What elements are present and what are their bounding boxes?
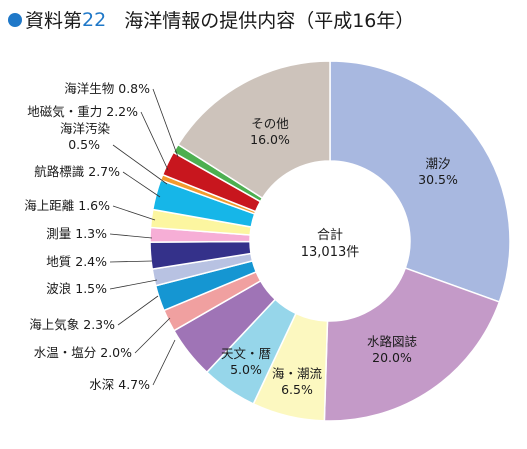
slice-label-9: 測量 1.3% bbox=[46, 226, 107, 241]
page-title: 資料第 22 海洋情報の提供内容（平成16年） bbox=[8, 6, 414, 33]
leader-line-10 bbox=[112, 205, 156, 221]
leader-line-8 bbox=[109, 260, 153, 263]
leader-line-5 bbox=[134, 317, 171, 354]
slice-name-2: 海・潮流 bbox=[272, 366, 323, 381]
slice-value-15: 16.0% bbox=[250, 132, 290, 147]
slice-name-0: 潮汐 bbox=[425, 156, 450, 171]
leader-line-14 bbox=[152, 88, 179, 158]
slice-label-7: 波浪 1.5% bbox=[46, 281, 107, 296]
title-bullet-icon bbox=[8, 12, 22, 27]
center-label: 合計 bbox=[317, 227, 343, 243]
slice-value-2: 6.5% bbox=[281, 382, 313, 397]
slice-name-1: 水路図誌 bbox=[367, 334, 418, 349]
slice-name-12: 海洋汚染 bbox=[60, 121, 111, 136]
slice-label-10: 海上距離 1.6% bbox=[24, 198, 110, 213]
leader-line-11 bbox=[122, 171, 161, 198]
slice-label-6: 海上気象 2.3% bbox=[29, 317, 115, 332]
leader-line-13 bbox=[140, 111, 169, 171]
slice-label-5: 水温・塩分 2.0% bbox=[34, 345, 132, 360]
slice-value-3: 5.0% bbox=[230, 362, 262, 377]
slice-name-15: その他 bbox=[251, 116, 289, 131]
leader-lines bbox=[109, 88, 179, 386]
title-text: 海洋情報の提供内容（平成16年） bbox=[124, 10, 415, 32]
donut-slices bbox=[149, 60, 511, 422]
title-number: 22 bbox=[82, 8, 107, 31]
leader-line-4 bbox=[152, 339, 176, 386]
leader-line-12 bbox=[112, 144, 168, 185]
slice-label-14: 海洋生物 0.8% bbox=[64, 81, 150, 96]
slice-value-12: 0.5% bbox=[68, 137, 100, 152]
slice-label-13: 地磁気・重力 2.2% bbox=[27, 104, 138, 119]
slice-label-4: 水深 4.7% bbox=[89, 377, 150, 392]
donut-hole bbox=[250, 161, 410, 321]
slice-label-11: 航路標識 2.7% bbox=[34, 164, 120, 179]
slice-name-3: 天文・暦 bbox=[221, 346, 271, 361]
center-value: 13,013件 bbox=[301, 245, 360, 260]
leader-line-6 bbox=[117, 295, 159, 326]
slice-value-1: 20.0% bbox=[372, 350, 412, 365]
leader-line-9 bbox=[109, 233, 153, 239]
leader-line-7 bbox=[109, 279, 158, 290]
title-prefix: 資料第 bbox=[25, 10, 83, 32]
slice-label-8: 地質 2.4% bbox=[46, 254, 107, 269]
slice-value-0: 30.5% bbox=[418, 172, 458, 187]
